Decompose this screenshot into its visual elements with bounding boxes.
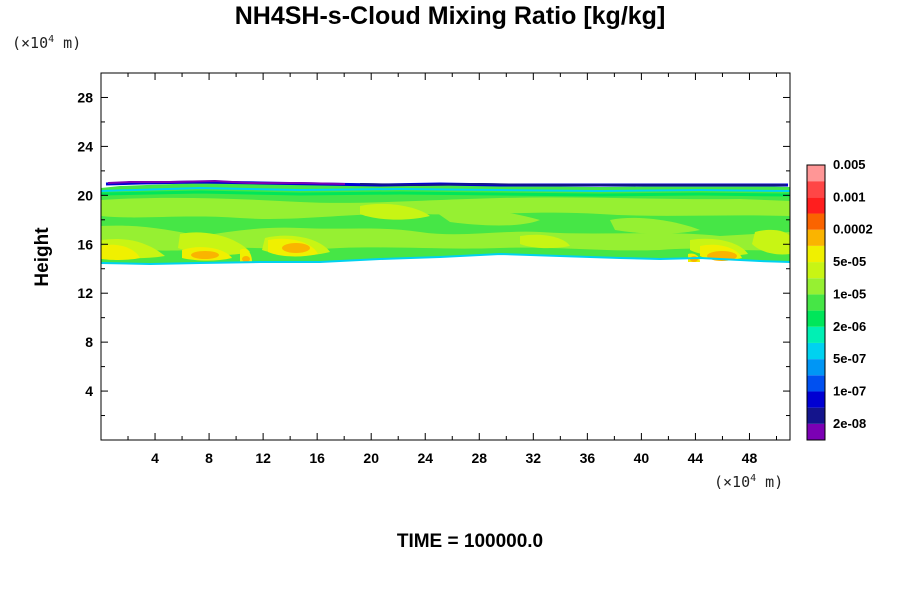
x-axis: 4 8 12 16 20 24 28 32 36 40 44 48 xyxy=(127,73,777,466)
x-tick-label: 20 xyxy=(363,450,379,466)
colorbar-frame xyxy=(806,164,826,441)
y-axis: 4 8 12 16 20 24 28 xyxy=(77,89,790,417)
colorbar-label: 5e-05 xyxy=(833,254,866,269)
colorbar-swatch xyxy=(807,310,825,327)
y-tick-label: 20 xyxy=(77,187,93,203)
x-tick-label: 36 xyxy=(580,450,596,466)
colorbar-swatch xyxy=(807,197,825,214)
x-tick-label: 48 xyxy=(742,450,758,466)
colorbar-swatch xyxy=(807,229,825,246)
y-tick-label: 4 xyxy=(85,383,93,399)
colorbar-label: 0.0002 xyxy=(833,222,873,237)
y-tick-label: 12 xyxy=(77,285,93,301)
chart-title: NH4SH-s-Cloud Mixing Ratio [kg/kg] xyxy=(234,2,666,30)
y-tick-label: 24 xyxy=(77,138,93,154)
plot-frame xyxy=(100,72,791,441)
colorbar-swatch xyxy=(807,294,825,311)
colorbar-swatch xyxy=(807,326,825,343)
colorbar-swatch xyxy=(807,391,825,408)
colorbar-label: 0.005 xyxy=(833,157,866,172)
x-tick-label: 44 xyxy=(688,450,704,466)
colorbar-swatch xyxy=(807,359,825,376)
colorbar-label: 1e-05 xyxy=(833,286,866,301)
colorbar-swatch xyxy=(807,278,825,295)
cloud-top-edge xyxy=(101,179,790,197)
x-tick-label: 8 xyxy=(205,450,213,466)
x-tick-label: 40 xyxy=(634,450,650,466)
cloud-field xyxy=(101,179,790,266)
x-tick-label: 32 xyxy=(526,450,542,466)
colorbar-swatch xyxy=(807,181,825,198)
x-tick-label: 24 xyxy=(417,450,433,466)
colorbar-label: 1e-07 xyxy=(833,383,866,398)
colorbar-swatch xyxy=(807,245,825,263)
plot-area xyxy=(100,72,791,441)
colorbar-swatch xyxy=(807,165,825,182)
colorbar-label: 5e-07 xyxy=(833,351,866,366)
y-tick-label: 28 xyxy=(77,89,93,105)
colorbar-swatch xyxy=(807,423,825,440)
x-tick-label: 28 xyxy=(471,450,487,466)
colorbar-swatch xyxy=(807,213,825,230)
y-tick-label: 8 xyxy=(85,334,93,350)
cloud-bottom-edge xyxy=(101,252,790,266)
y-axis-unit: (×104 m) xyxy=(12,34,82,52)
x-tick-label: 16 xyxy=(309,450,325,466)
x-axis-unit: (×104 m) xyxy=(714,473,784,491)
colorbar-label: 2e-08 xyxy=(833,416,866,431)
colorbar: 2e-08 1e-07 5e-07 2e-06 1e-05 5e-05 0.0002 0.00… xyxy=(806,157,873,441)
colorbar-swatch xyxy=(807,262,825,279)
y-tick-label: 16 xyxy=(77,236,93,252)
x-tick-label: 12 xyxy=(255,450,271,466)
colorbar-swatch xyxy=(807,407,825,424)
colorbar-swatch xyxy=(807,375,825,392)
colorbar-label: 2e-06 xyxy=(833,319,866,334)
x-tick-label: 4 xyxy=(151,450,159,466)
colorbar-label: 0.001 xyxy=(833,189,866,204)
colorbar-swatch xyxy=(807,342,825,360)
time-label: TIME = 100000.0 xyxy=(396,531,544,552)
